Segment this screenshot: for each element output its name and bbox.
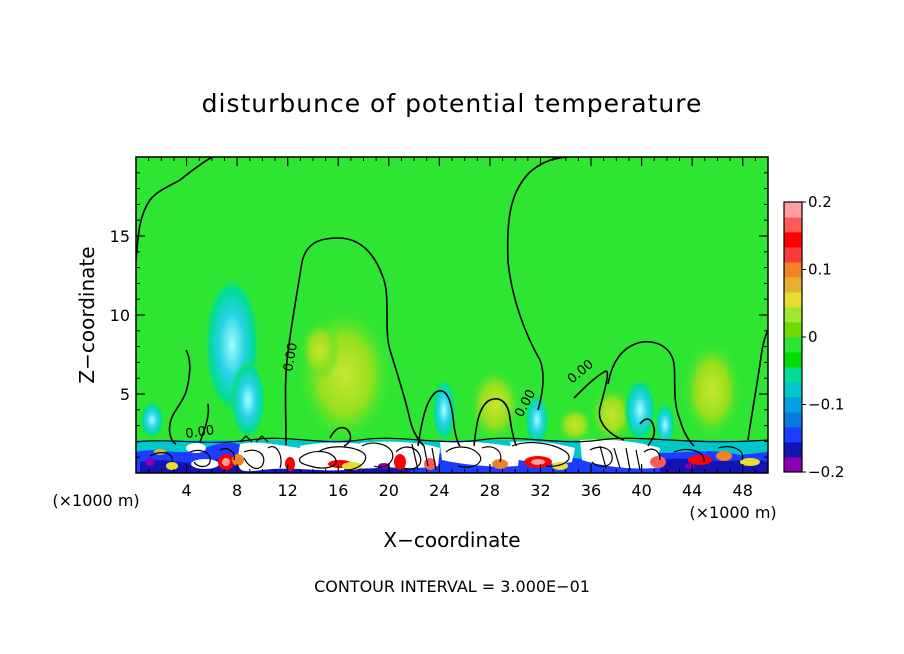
x-unit-label-left: (×1000 m)	[52, 491, 139, 510]
colorbar-swatch	[784, 457, 802, 473]
cool-anomaly-regions	[140, 275, 675, 447]
contour-interval-footer: CONTOUR INTERVAL = 3.000E−01	[314, 577, 590, 596]
colorbar-swatch	[784, 262, 802, 278]
x-tick-label: 36	[581, 481, 601, 500]
x-unit-label-right: (×1000 m)	[689, 503, 776, 522]
colorbar-swatch	[784, 337, 802, 353]
y-axis: 5 10 15	[110, 172, 768, 458]
x-axis: 4 8 12 16 20 24 28 32 36 40 44 48	[148, 157, 756, 500]
colorbar: 0.2 0.1 0 −0.1 −0.2	[783, 193, 844, 481]
x-tick-label: 12	[278, 481, 298, 500]
x-tick-label: 4	[181, 481, 191, 500]
colorbar-swatch	[784, 307, 802, 323]
colorbar-swatch	[784, 427, 802, 443]
warm-anomaly-regions	[297, 305, 742, 445]
colorbar-swatch	[784, 292, 802, 308]
colorbar-tick-label: 0.1	[808, 261, 832, 279]
colorbar-tick-label: 0	[808, 328, 818, 346]
colorbar-swatch	[784, 277, 802, 293]
chart-title: disturbunce of potential temperature	[202, 89, 703, 118]
colorbar-swatch	[784, 352, 802, 368]
x-tick-label: 40	[631, 481, 651, 500]
colorbar-swatch	[784, 442, 802, 458]
colorbar-swatch	[784, 367, 802, 383]
x-axis-label: X−coordinate	[383, 528, 520, 552]
colorbar-swatch	[784, 322, 802, 338]
y-tick-label: 5	[120, 385, 130, 404]
y-tick-label: 10	[110, 306, 130, 325]
x-tick-label: 44	[682, 481, 702, 500]
x-tick-label: 8	[232, 481, 242, 500]
colorbar-swatch	[784, 382, 802, 398]
colorbar-swatch	[784, 247, 802, 263]
x-tick-label: 16	[328, 481, 348, 500]
colorbar-swatch	[784, 202, 802, 218]
colorbar-swatch	[784, 397, 802, 413]
boundary-layer-contours	[136, 435, 768, 471]
x-tick-label: 48	[733, 481, 753, 500]
y-tick-label: 15	[110, 227, 130, 246]
colorbar-tick-label: 0.2	[808, 193, 832, 211]
colorbar-swatch	[784, 232, 802, 248]
colorbar-tick-label: −0.2	[808, 463, 844, 481]
contour-label: 0.00	[184, 423, 215, 442]
x-tick-label: 32	[530, 481, 550, 500]
contour-label: 0.00	[281, 342, 301, 373]
colorbar-swatch	[784, 217, 802, 233]
plot-area: 0.00 0.00 0.00 0.00	[136, 157, 768, 473]
x-tick-label: 28	[480, 481, 500, 500]
contour-lines	[136, 157, 768, 447]
colorbar-tick-label: −0.1	[808, 396, 844, 414]
boundary-layer	[136, 439, 768, 473]
x-tick-label: 20	[379, 481, 399, 500]
colorbar-swatch	[784, 412, 802, 428]
y-axis-label: Z−coordinate	[75, 246, 99, 383]
x-tick-label: 24	[429, 481, 449, 500]
